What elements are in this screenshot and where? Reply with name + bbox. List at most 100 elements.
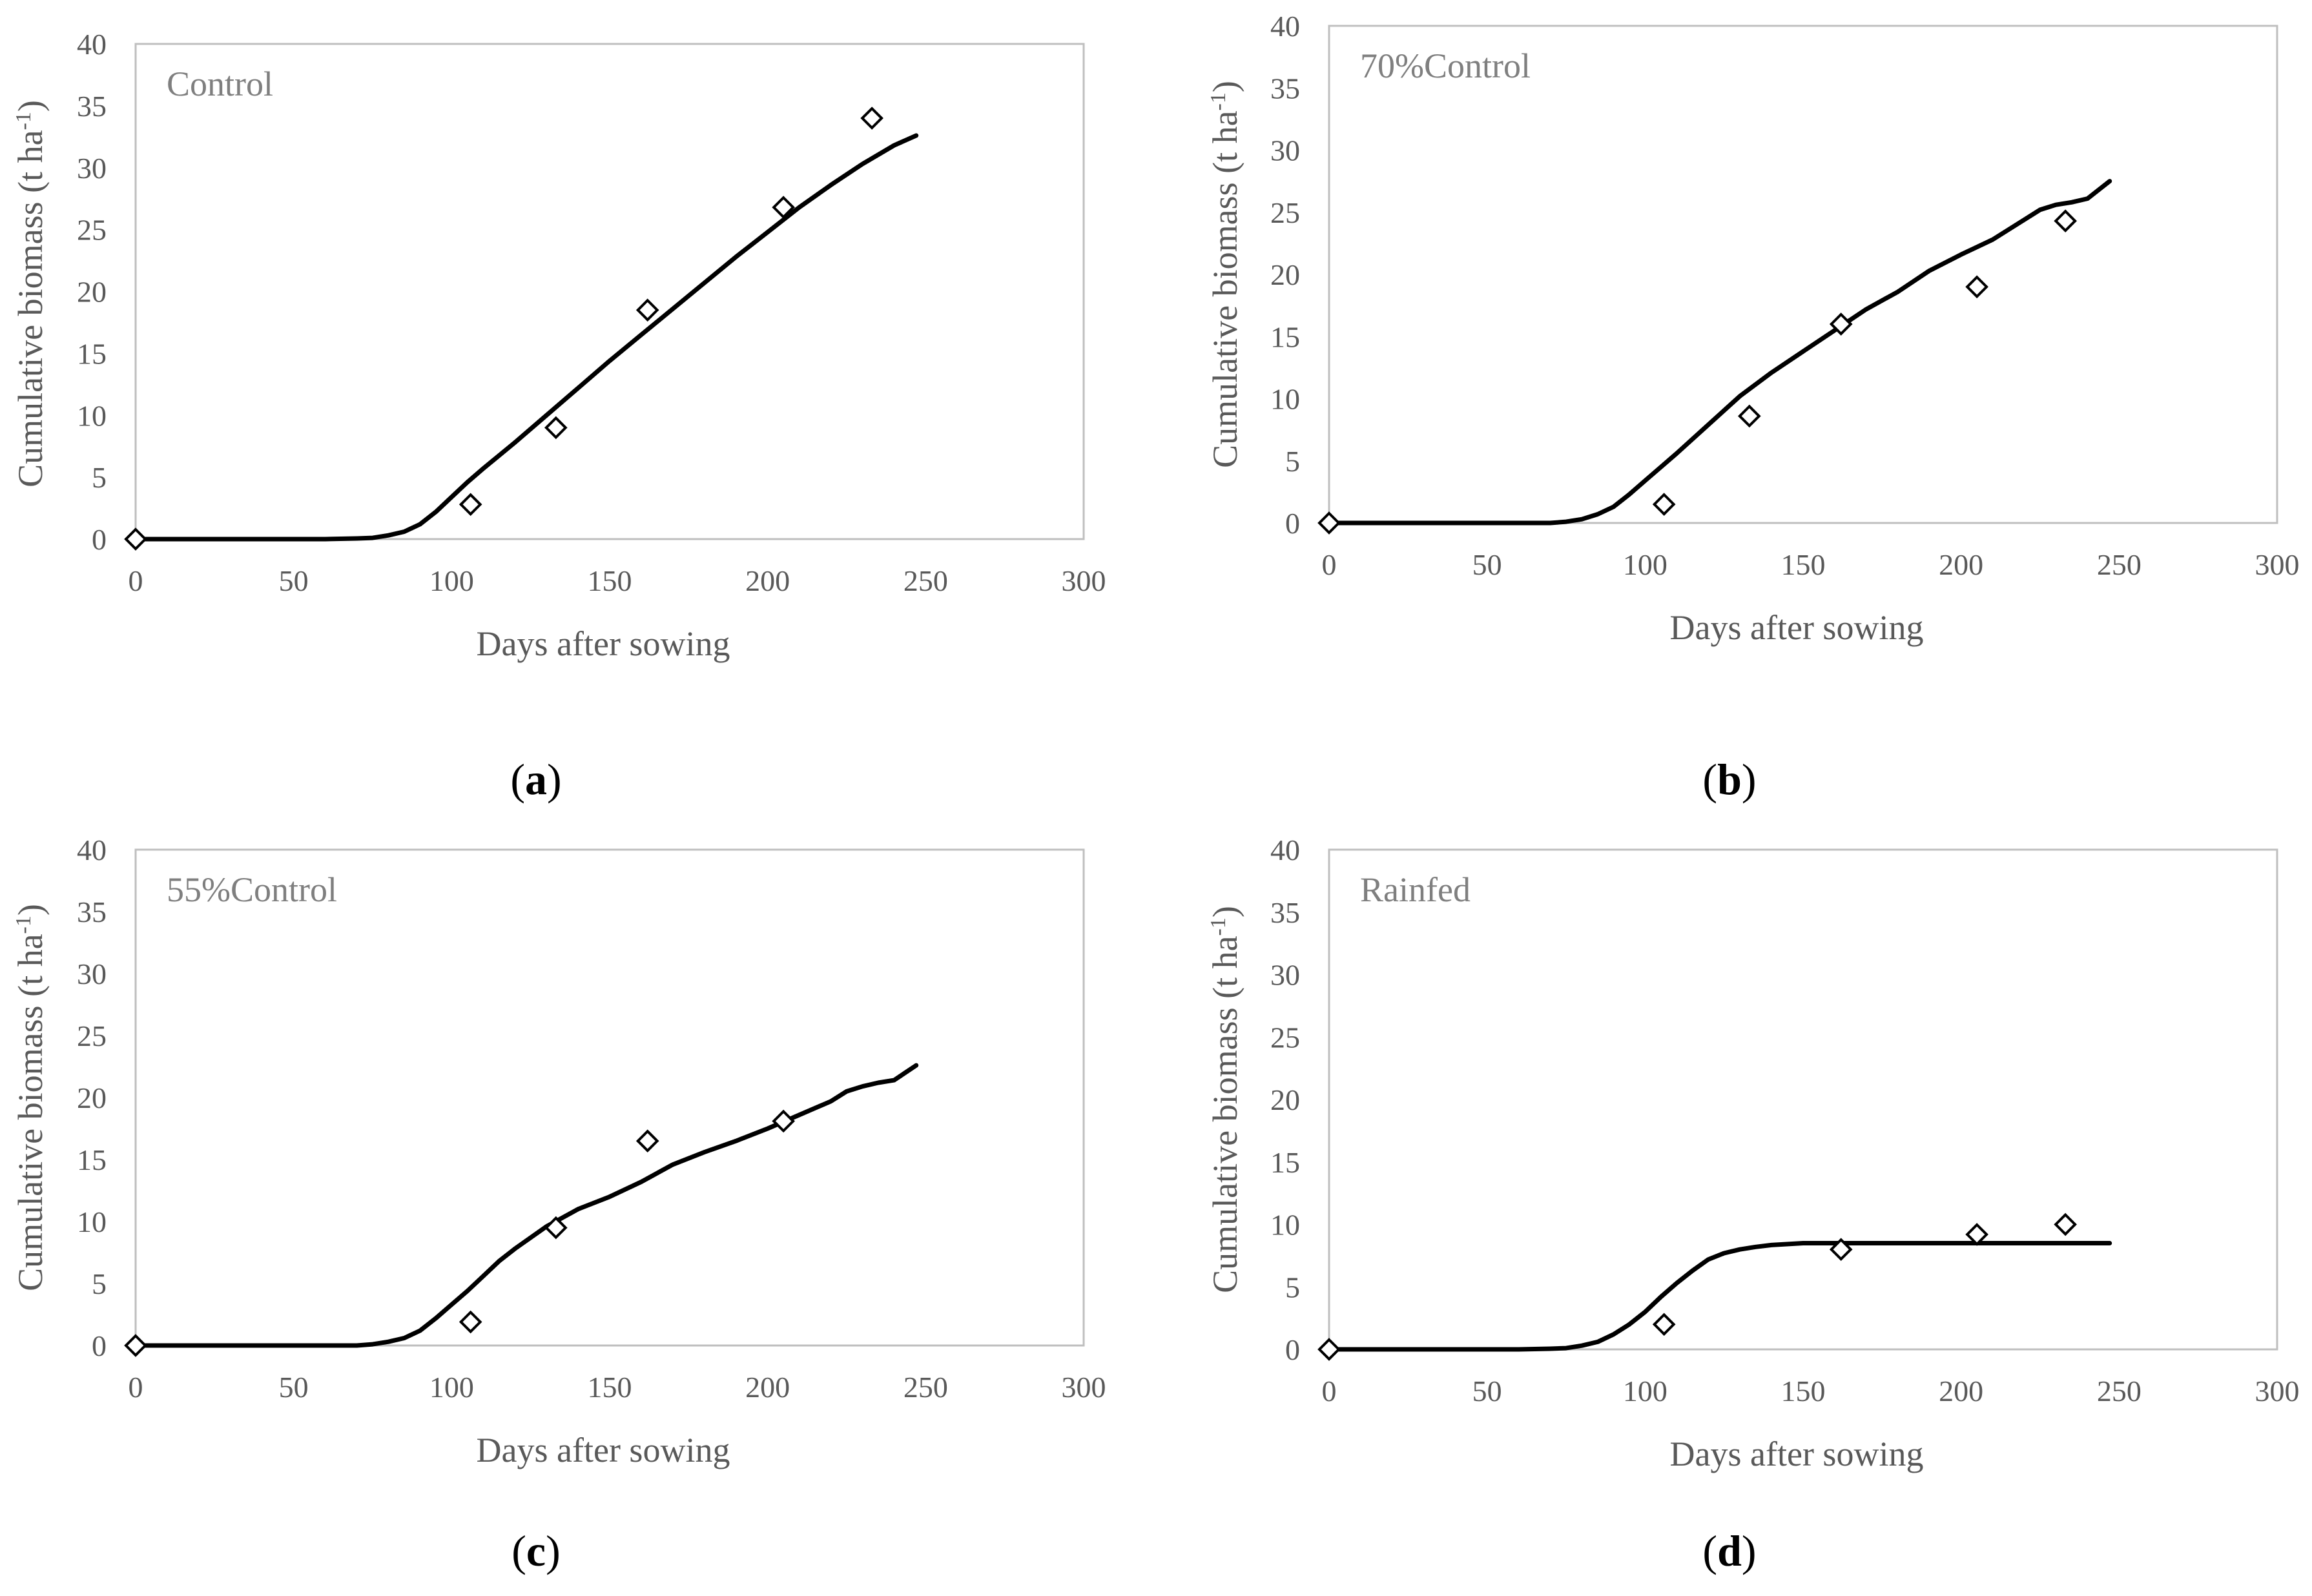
panel-title: Rainfed [1360, 870, 1471, 909]
x-tick-label: 250 [903, 564, 948, 597]
panel-caption: (c) [511, 1526, 561, 1575]
y-axis-title: Cumulative biomass (t ha-1) [1206, 906, 1244, 1293]
x-tick-label: 0 [129, 1371, 143, 1404]
panel-a: 0 5 10 15 20 25 30 35 40 0 50 100 150 200 250 300 Contro… [11, 28, 1106, 804]
observed-point [124, 1334, 147, 1357]
observed-point [2054, 209, 2077, 233]
x-tick-label: 250 [903, 1371, 948, 1404]
x-tick-label: 250 [2097, 548, 2142, 581]
y-tick-label: 40 [77, 28, 107, 61]
x-tick-label: 300 [2255, 548, 2300, 581]
observed-point [544, 416, 568, 440]
observed-point [635, 1129, 659, 1153]
y-axis-title: Cumulative biomass (t ha-1) [11, 100, 50, 487]
observed-point [1965, 275, 1988, 299]
x-tick-label: 0 [1322, 548, 1337, 581]
panel-caption: (b) [1702, 755, 1756, 804]
panel-c: 0 5 10 15 20 25 30 35 40 0 50 100 150 200 250 300 55%Con… [11, 834, 1106, 1575]
x-tick-label: 150 [1781, 548, 1826, 581]
observed-point [1652, 493, 1676, 516]
panel-caption: (a) [510, 755, 561, 804]
observed-point [2054, 1212, 2077, 1236]
panel-title: Control [167, 65, 273, 103]
x-tick-label: 300 [1062, 1371, 1106, 1404]
x-tick-label: 150 [1781, 1375, 1826, 1407]
simulated-line [133, 1063, 919, 1348]
y-tick-label: 25 [1270, 1021, 1300, 1054]
y-tick-label: 15 [1270, 1146, 1300, 1179]
panel-d: 0 5 10 15 20 25 30 35 40 0 50 100 150 200 250 300 Rainfe… [1206, 834, 2300, 1575]
y-tick-label: 40 [77, 834, 107, 866]
x-tick-label: 50 [279, 564, 309, 597]
y-tick-label: 35 [77, 895, 107, 928]
y-tick-label: 0 [92, 1329, 107, 1362]
x-tick-label: 100 [429, 564, 474, 597]
x-tick-label: 200 [1939, 1375, 1983, 1407]
y-tick-label: 0 [92, 523, 107, 556]
y-tick-label: 5 [92, 461, 107, 494]
x-tick-label: 200 [745, 564, 790, 597]
plot-frame [134, 848, 1085, 1347]
observed-point [124, 527, 147, 551]
observed-point [1317, 511, 1341, 535]
x-axis-title: Days after sowing [1670, 1435, 1924, 1473]
y-tick-label: 40 [1270, 834, 1300, 866]
y-tick-label: 5 [1285, 445, 1300, 478]
plot-frame [1328, 25, 2278, 524]
observed-point [459, 1310, 482, 1334]
panel-title: 70%Control [1360, 46, 1531, 85]
y-axis-title: Cumulative biomass (t ha-1) [1206, 81, 1244, 468]
panel-title: 55%Control [167, 870, 337, 909]
x-tick-label: 100 [429, 1371, 474, 1404]
y-tick-label: 10 [1270, 383, 1300, 416]
observed-point [1965, 1223, 1988, 1246]
observed-point [1317, 1338, 1341, 1361]
y-tick-label: 0 [1285, 1333, 1300, 1366]
x-tick-label: 100 [1623, 1375, 1667, 1407]
x-tick-label: 50 [279, 1371, 309, 1404]
y-tick-label: 25 [77, 1019, 107, 1052]
observed-point [544, 1216, 568, 1240]
x-tick-label: 0 [129, 564, 143, 597]
y-tick-label: 15 [1270, 320, 1300, 353]
y-tick-label: 20 [77, 276, 107, 309]
observed-point [1737, 404, 1761, 428]
x-axis-title: Days after sowing [1670, 608, 1924, 647]
y-tick-label: 15 [77, 337, 107, 370]
y-tick-label: 30 [1270, 959, 1300, 992]
x-axis-title: Days after sowing [477, 1431, 730, 1469]
y-tick-label: 30 [77, 152, 107, 185]
y-tick-label: 10 [77, 399, 107, 432]
y-tick-label: 20 [1270, 258, 1300, 291]
y-tick-label: 0 [1285, 507, 1300, 540]
x-tick-label: 50 [1472, 548, 1502, 581]
y-tick-label: 30 [77, 957, 107, 990]
y-axis-title: Cumulative biomass (t ha-1) [11, 904, 50, 1291]
x-tick-label: 300 [1062, 564, 1106, 597]
observed-point [1829, 312, 1853, 336]
simulated-line [1326, 179, 2112, 526]
y-tick-label: 25 [1270, 196, 1300, 229]
y-tick-label: 40 [1270, 10, 1300, 43]
y-tick-label: 35 [1270, 896, 1300, 929]
x-tick-label: 0 [1322, 1375, 1337, 1407]
x-tick-label: 250 [2097, 1375, 2142, 1407]
observed-point [1652, 1313, 1676, 1336]
y-tick-label: 25 [77, 214, 107, 247]
plot-frame [134, 43, 1085, 540]
y-tick-label: 10 [1270, 1209, 1300, 1242]
y-tick-label: 20 [77, 1081, 107, 1114]
y-tick-label: 5 [1285, 1271, 1300, 1304]
x-tick-label: 150 [588, 1371, 632, 1404]
simulated-line [133, 133, 919, 542]
y-tick-label: 35 [77, 90, 107, 123]
x-axis-title: Days after sowing [477, 624, 730, 663]
observed-point [1829, 1238, 1853, 1262]
observed-point [772, 1109, 795, 1133]
simulated-line [1326, 1241, 2112, 1352]
x-tick-label: 50 [1472, 1375, 1502, 1407]
observed-point [459, 493, 482, 517]
y-tick-label: 30 [1270, 134, 1300, 167]
observed-point [860, 107, 883, 130]
